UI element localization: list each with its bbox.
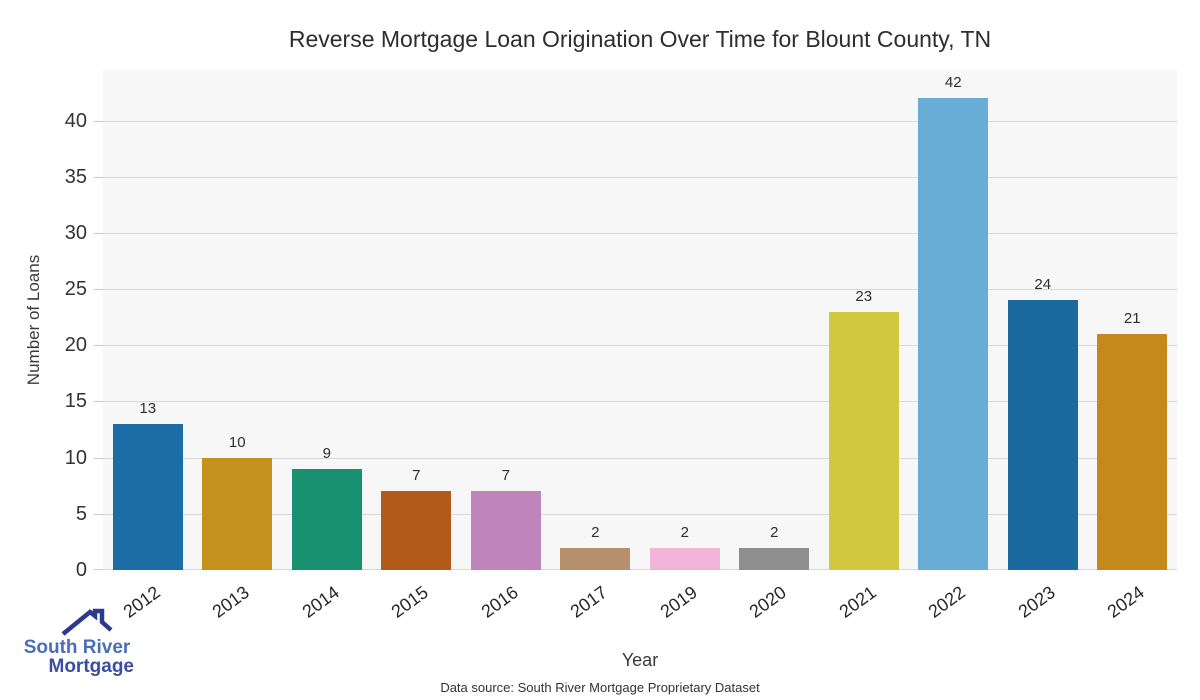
y-tick-mark [94,289,103,291]
y-gridline [103,289,1177,291]
bar-value-label: 23 [855,287,873,305]
x-tick-label: 2023 [1014,582,1059,622]
y-gridline [103,176,1177,178]
y-gridline [103,513,1177,515]
bar-value-label: 2 [770,523,779,541]
x-tick-label: 2020 [745,582,791,622]
y-gridline [103,232,1177,234]
x-tick-label: 2013 [208,582,254,622]
bar-2014 [291,468,362,570]
y-tick-label: 15 [64,390,87,413]
y-tick-mark [94,345,103,347]
bar-value-label: 21 [1123,310,1141,328]
bar-value-label: 13 [139,399,157,417]
y-tick-mark [94,401,103,403]
y-tick-label: 0 [75,559,87,581]
y-tick-label: 40 [64,109,87,132]
y-tick-mark [94,457,103,459]
bar-2020 [739,547,810,570]
x-tick-label: 2017 [566,582,612,622]
y-tick-mark [94,569,103,570]
y-tick-mark [94,120,103,122]
x-tick-label: 2022 [924,582,970,622]
bar-value-label: 7 [412,467,421,485]
y-tick-label: 30 [64,221,87,244]
y-tick-label: 25 [64,278,87,301]
x-tick-label: 2021 [835,582,880,622]
logo-text-line1: South River [23,637,131,658]
bar-value-label: 24 [1034,276,1052,294]
bar-value-label: 2 [591,523,600,541]
bar-value-label: 7 [501,467,510,485]
bar-value-label: 42 [944,74,962,92]
south-river-mortgage-logo: South River Mortgage [16,608,138,676]
logo-text-line2: Mortgage [48,656,135,677]
y-tick-mark [94,176,103,178]
bar-value-label: 2 [680,523,689,541]
y-tick-label: 5 [75,502,87,525]
y-axis-label: Number of Loans [24,254,43,386]
data-source-note: Data source: South River Mortgage Propri… [440,680,760,695]
y-gridline [103,569,1177,570]
y-tick-label: 20 [64,334,87,357]
bar-2016 [470,491,541,570]
x-axis-label: Year [621,650,659,670]
bar-2021 [828,311,899,570]
y-gridline [103,401,1177,403]
x-tick-label: 2019 [656,582,701,622]
y-tick-label: 10 [64,446,87,469]
y-tick-mark [94,513,103,515]
y-gridline [103,120,1177,122]
bar-value-label: 9 [322,444,331,462]
bar-2019 [649,547,720,570]
x-tick-label: 2015 [387,582,433,622]
bar-2024 [1097,334,1168,570]
bar-2015 [381,491,452,570]
y-tick-mark [94,232,103,234]
chart-title: Reverse Mortgage Loan Origination Over T… [288,26,992,52]
bar-2013 [202,457,273,570]
plot-area: 13 10 9 7 7 2 2 2 23 42 24 21 [103,70,1177,570]
x-tick-label: 2024 [1103,582,1149,622]
x-axis: 2012 2013 2014 2015 2016 2017 2019 2020 2021 2022… [103,570,1177,642]
bar-2012 [112,423,183,570]
y-gridline [103,457,1177,459]
x-tick-label: 2014 [298,582,343,622]
bar-2022 [918,98,989,570]
x-tick-label: 2016 [477,582,522,622]
y-axis: 0 5 10 15 20 25 30 35 40 [0,70,103,581]
bar-2017 [560,547,631,570]
bar-2023 [1007,300,1078,570]
y-tick-label: 35 [64,165,87,188]
y-gridline [103,345,1177,347]
house-roof-icon [61,608,113,636]
bar-value-label: 10 [228,433,246,451]
